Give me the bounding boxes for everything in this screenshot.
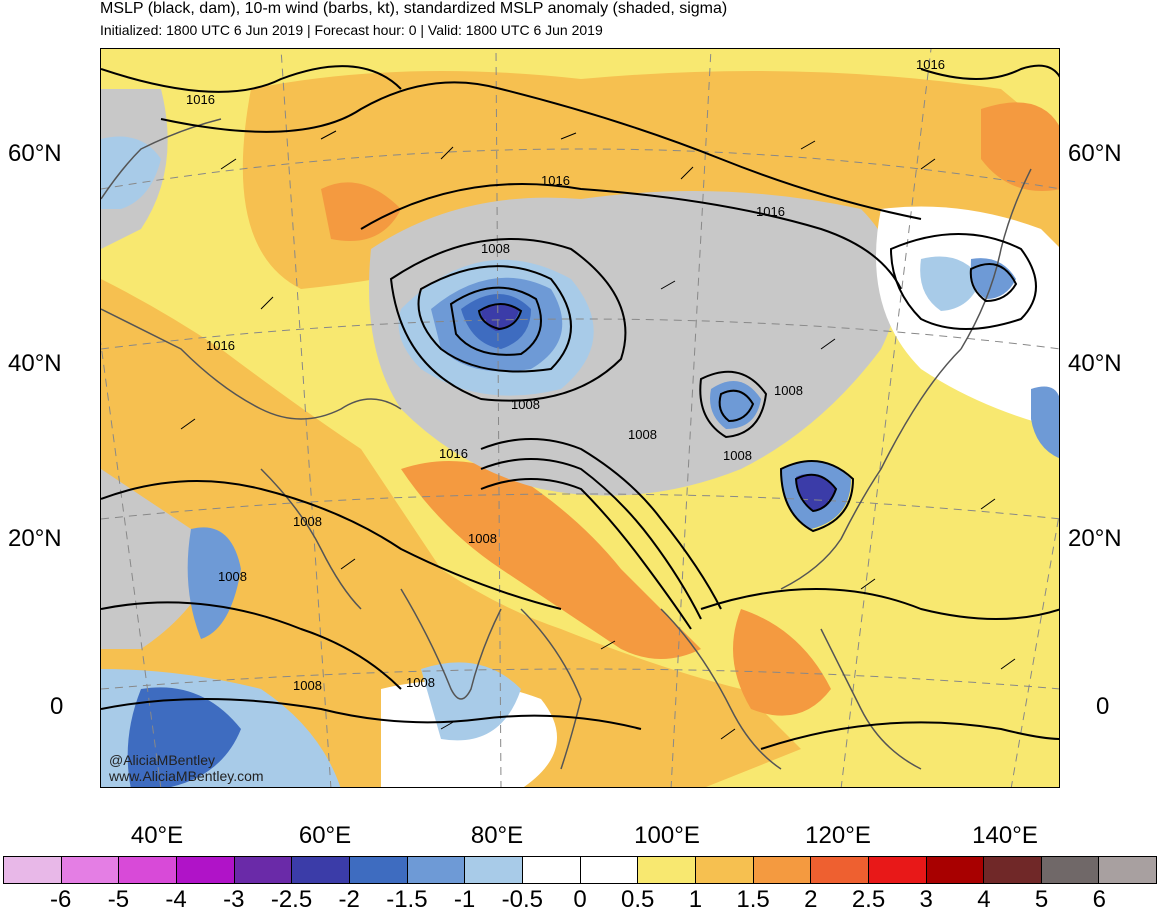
colorbar-tick-label: -3 (223, 886, 245, 913)
isobar-label: 1008 (628, 427, 657, 442)
colorbar-tick-label: 2 (804, 886, 818, 913)
lat-label-right: 60°N (1068, 140, 1122, 167)
colorbar-tick-label: -0.5 (501, 886, 543, 913)
isobar-label: 1008 (468, 531, 497, 546)
colorbar-swatch (638, 857, 696, 883)
isobar-label: 1008 (406, 675, 435, 690)
colorbar-swatch (292, 857, 350, 883)
colorbar-swatch (580, 857, 639, 883)
isobar-label: 1016 (756, 204, 785, 219)
lat-label-left: 60°N (8, 140, 62, 167)
colorbar-swatch (1099, 857, 1157, 883)
lon-label: 120°E (805, 822, 871, 849)
isobars (101, 64, 1059, 750)
colorbar-tick-label: -4 (165, 886, 187, 913)
credit-handle: @AliciaMBentley (109, 752, 216, 768)
colorbar-swatch (522, 857, 581, 883)
lat-label-right: 0 (1096, 693, 1110, 720)
isobar-label: 1008 (774, 383, 803, 398)
colorbar-tick-label: 4 (977, 886, 991, 913)
colorbar-tick-label: 1.5 (736, 886, 770, 913)
isobar-label: 1016 (439, 446, 468, 461)
isobar-label: 1008 (293, 514, 322, 529)
colorbar-swatch (1041, 857, 1100, 883)
isobar-label: 1016 (186, 92, 215, 107)
lon-label: 140°E (972, 822, 1038, 849)
isobar-label: 1016 (541, 173, 570, 188)
colorbar-tick-label: 2.5 (851, 886, 886, 913)
colorbar-swatch (176, 857, 235, 883)
colorbar-swatch (695, 857, 754, 883)
colorbar-swatch (465, 857, 523, 883)
colorbar-tick-label: -1 (453, 886, 476, 913)
isobar-label: 1008 (293, 678, 322, 693)
map-subtitle: Initialized: 1800 UTC 6 Jun 2019 | Forec… (100, 22, 603, 38)
colorbar-swatch (119, 857, 177, 883)
colorbar-swatch (868, 857, 927, 883)
lat-label-right: 20°N (1068, 525, 1122, 552)
colorbar-tick-label: 3 (919, 886, 933, 913)
map-panel: 1016 1016 1016 1016 1016 1008 1008 1008 … (100, 48, 1060, 788)
lat-label-left: 20°N (8, 525, 62, 552)
colorbar-tick-label: 5 (1034, 886, 1049, 913)
wind-barbs (180, 130, 1016, 740)
lon-label: 100°E (634, 822, 700, 849)
colorbar-swatch (407, 857, 466, 883)
credit-site: www.AliciaMBentley.com (109, 768, 264, 784)
colorbar-swatch (234, 857, 293, 883)
isobar-label: 1008 (481, 241, 510, 256)
colorbar-swatch (753, 857, 812, 883)
colorbar-tick-label: 1 (688, 886, 703, 913)
isobar-label: 1008 (218, 569, 247, 584)
lat-label-left: 40°N (8, 350, 62, 377)
colorbar-swatch (4, 857, 62, 883)
colorbar-tick-label: -2 (338, 886, 360, 913)
map-title: MSLP (black, dam), 10-m wind (barbs, kt)… (100, 0, 728, 17)
colorbar-tick-label: 0 (573, 886, 587, 913)
graticule (101, 49, 1059, 787)
isobar-label: 1016 (916, 57, 945, 72)
colorbar (3, 856, 1157, 884)
anomaly-shading (101, 49, 1059, 787)
colorbar-swatch (811, 857, 869, 883)
map-canvas: 1016 1016 1016 1016 1016 1008 1008 1008 … (101, 49, 1059, 787)
colorbar-swatch (349, 857, 408, 883)
colorbar-swatch (984, 857, 1042, 883)
colorbar-swatch (926, 857, 985, 883)
colorbar-swatch (61, 857, 120, 883)
lon-label: 40°E (130, 822, 184, 849)
lon-label: 60°E (298, 822, 352, 849)
colorbar-tick-label: -1.5 (386, 886, 428, 913)
isobar-label: 1008 (511, 397, 540, 412)
lon-label: 80°E (470, 822, 524, 849)
lat-label-right: 40°N (1068, 350, 1122, 377)
contour-labels: 1016 1016 1016 1016 1016 1008 1008 1008 … (186, 57, 945, 693)
colorbar-tick-label: -6 (50, 886, 72, 913)
colorbar-tick-label: 6 (1092, 886, 1106, 913)
lat-label-left: 0 (50, 693, 64, 720)
colorbar-tick-label: -5 (107, 886, 130, 913)
isobar-label: 1008 (723, 448, 752, 463)
colorbar-tick-label: 0.5 (621, 886, 655, 913)
colorbar-tick-label: -2.5 (270, 886, 313, 913)
isobar-label: 1016 (206, 338, 235, 353)
